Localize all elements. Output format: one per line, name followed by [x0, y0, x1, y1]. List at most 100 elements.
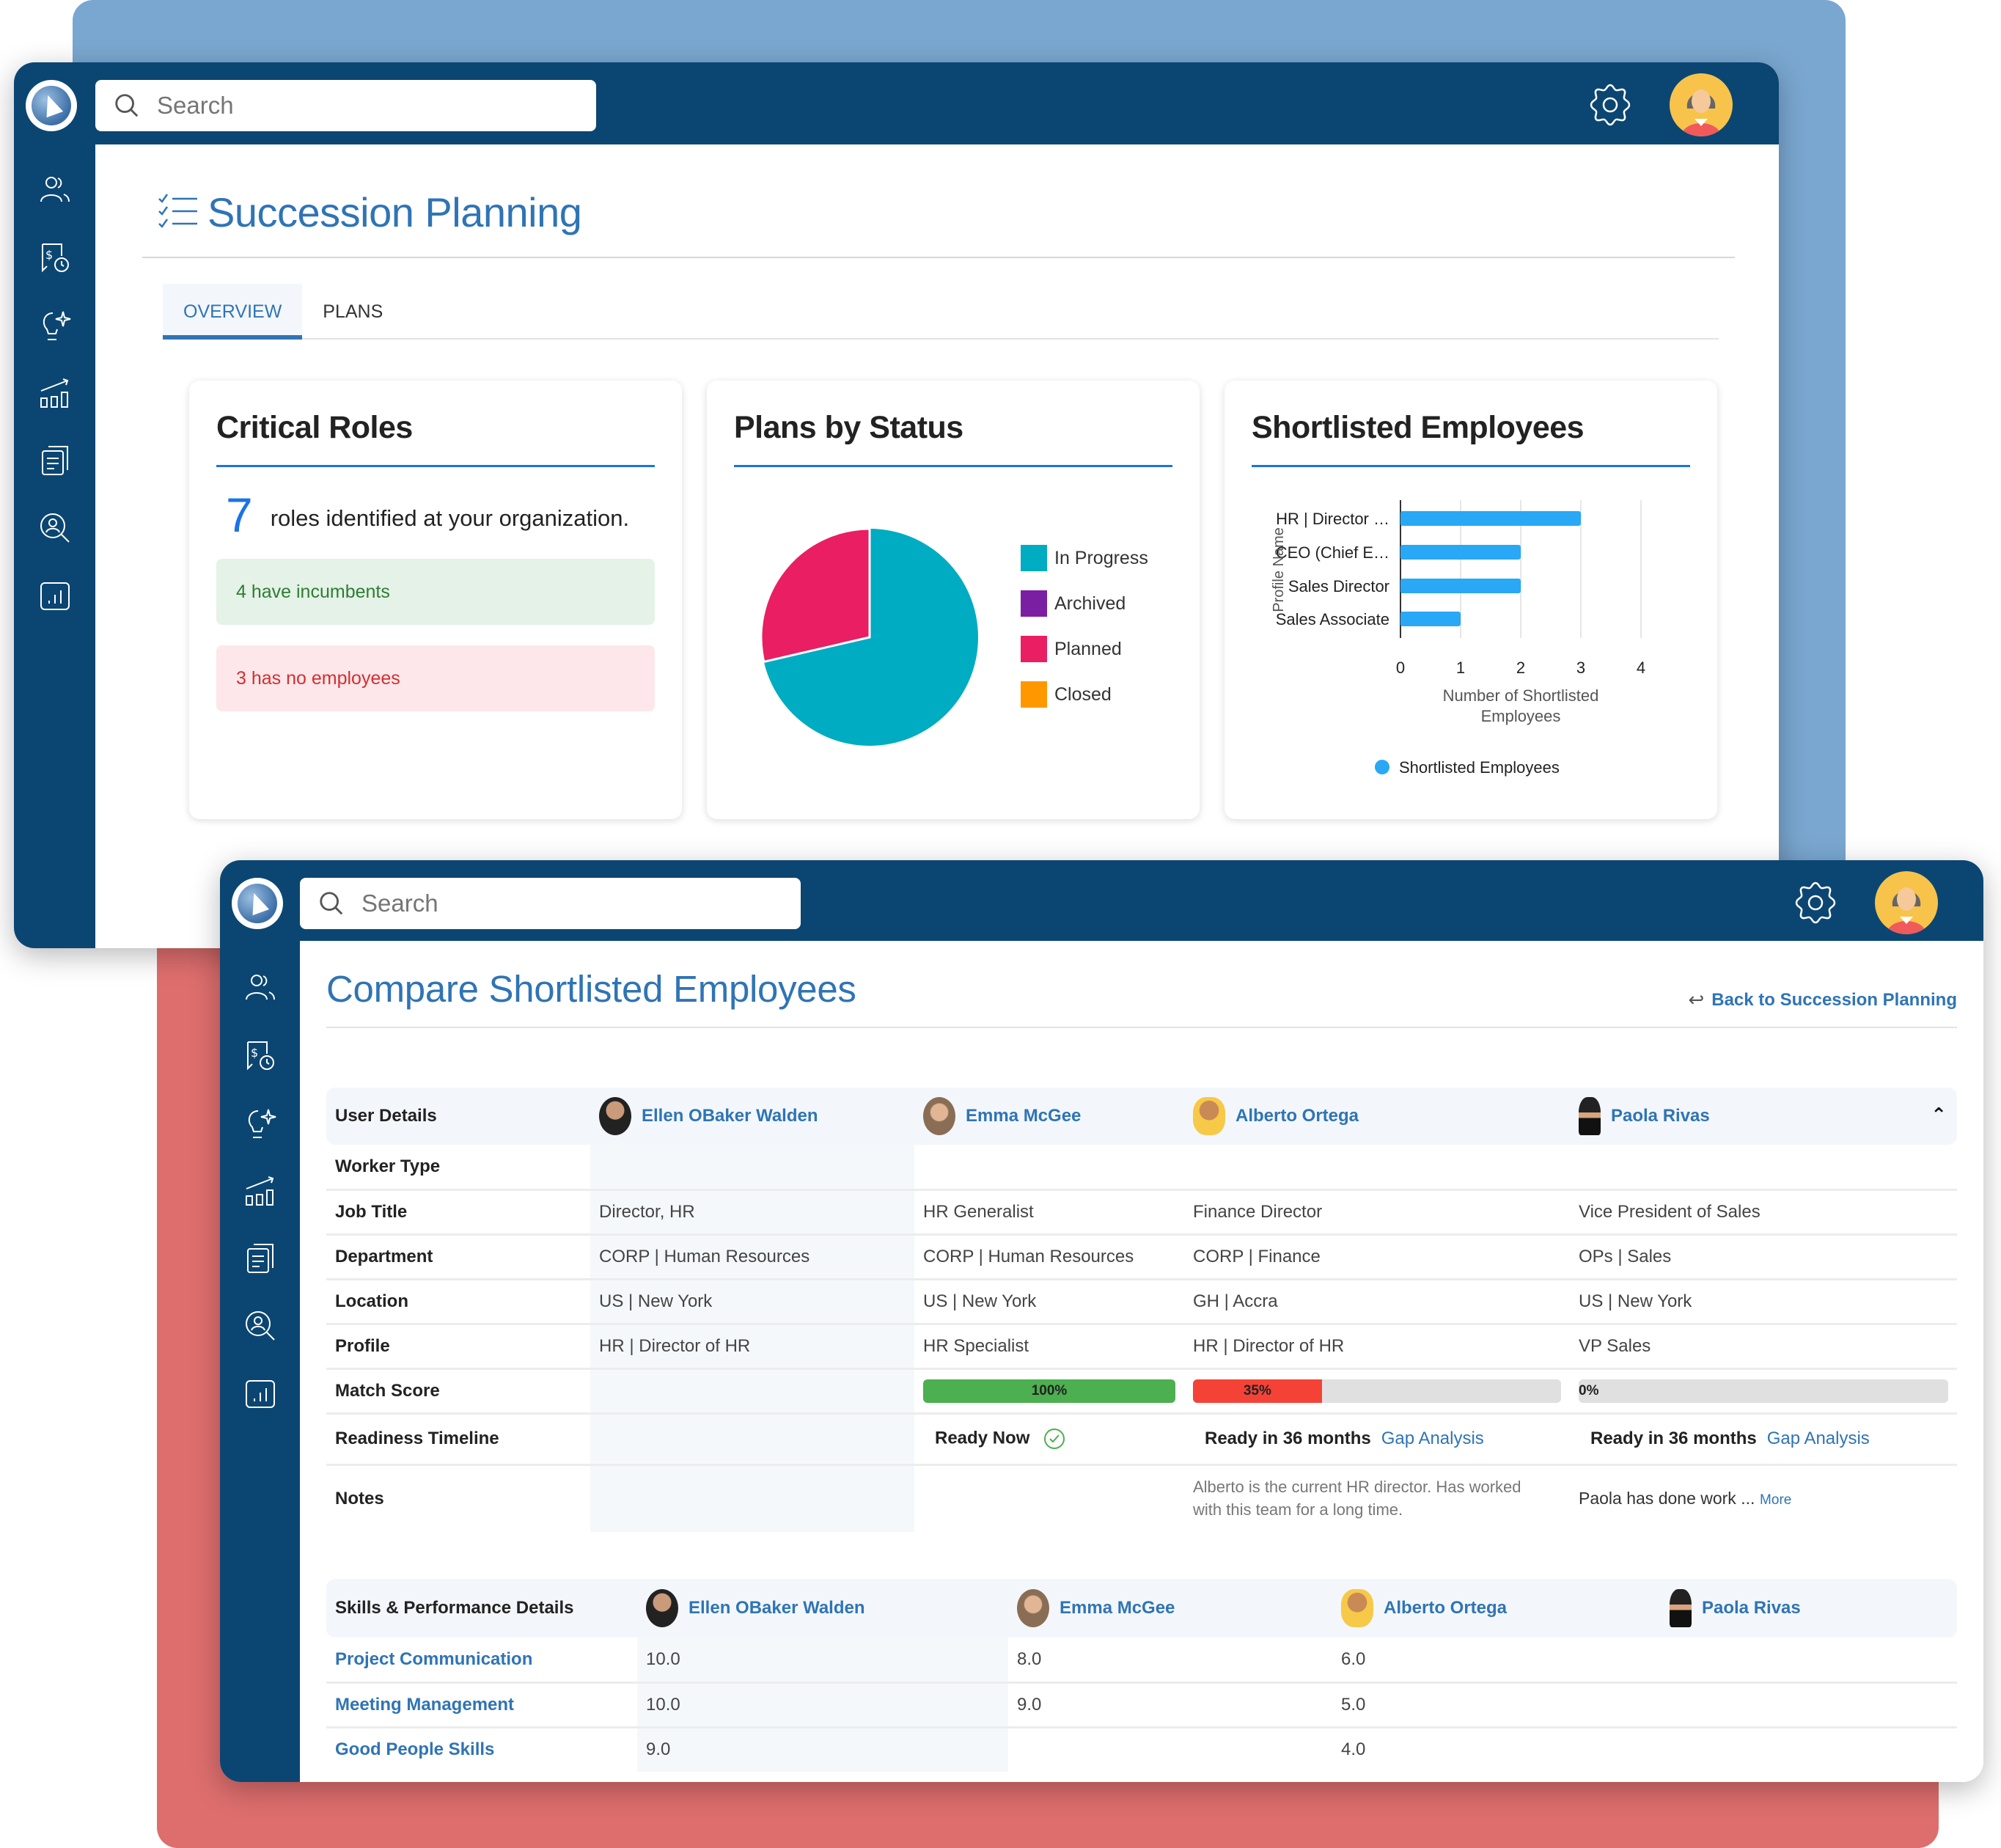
documents-icon[interactable] — [242, 1240, 279, 1277]
documents-icon[interactable] — [37, 442, 73, 479]
skill-link[interactable]: Good People Skills — [335, 1739, 495, 1760]
bar-ceo[interactable] — [1400, 545, 1521, 560]
people-icon[interactable] — [242, 970, 279, 1007]
cell: CORP | Finance — [1184, 1234, 1570, 1280]
check-circle-icon — [1044, 1429, 1065, 1449]
legend-closed[interactable]: Closed — [1021, 681, 1148, 708]
person-search-icon[interactable] — [242, 1308, 279, 1344]
compensation-icon[interactable]: $ — [37, 240, 73, 276]
person-ellen[interactable]: Ellen OBaker Walden — [599, 1097, 906, 1135]
person-name: Paola Rivas — [1702, 1598, 1801, 1618]
main-content: Succession Planning OVERVIEW PLANS Criti… — [95, 144, 1779, 948]
row-label: Profile — [326, 1324, 590, 1370]
person-emma[interactable]: Emma McGee — [923, 1097, 1175, 1135]
cell: CORP | Human Resources — [914, 1234, 1184, 1280]
logo-icon — [32, 86, 71, 125]
y-tick-labels: HR | Director … CEO (Chief E… Sales Dire… — [1276, 510, 1389, 628]
legend-label: Planned — [1054, 638, 1122, 659]
cell — [1570, 1145, 1957, 1189]
table-row: Location US | New York US | New York GH … — [326, 1279, 1957, 1325]
card-title-rule — [734, 465, 1172, 467]
skill-link[interactable]: Meeting Management — [335, 1694, 515, 1715]
bar-sales-director[interactable] — [1400, 579, 1521, 593]
card-title-rule — [216, 465, 655, 467]
search-box[interactable] — [300, 878, 801, 929]
collapse-chevron-up-icon[interactable]: ⌃ — [1931, 1104, 1947, 1126]
match-score-bar: 0% — [1579, 1379, 1948, 1403]
legend-archived[interactable]: Archived — [1021, 590, 1148, 617]
search-icon — [320, 892, 343, 915]
person-paola[interactable]: Paola Rivas — [1670, 1589, 1948, 1627]
person-ellen[interactable]: Ellen OBaker Walden — [646, 1589, 999, 1627]
lightbulb-sparkle-icon[interactable] — [242, 1105, 279, 1142]
incumbents-badge[interactable]: 4 have incumbents — [216, 559, 655, 625]
person-emma[interactable]: Emma McGee — [1017, 1589, 1323, 1627]
user-details-header: User Details Ellen OBaker Walden Emma Mc… — [326, 1088, 1957, 1145]
legend-swatch — [1021, 545, 1047, 571]
gap-analysis-link[interactable]: Gap Analysis — [1766, 1429, 1870, 1448]
search-box[interactable] — [95, 80, 596, 131]
section-label: User Details — [326, 1088, 590, 1145]
skill-link[interactable]: Project Communication — [335, 1649, 533, 1669]
match-score-fill — [1193, 1379, 1322, 1403]
skills-table: Skills & Performance Details Ellen OBake… — [326, 1579, 1957, 1772]
report-chart-icon[interactable] — [37, 577, 73, 614]
bar-hr-director[interactable] — [1400, 511, 1581, 526]
person-alberto[interactable]: Alberto Ortega — [1341, 1589, 1652, 1627]
compensation-icon[interactable]: $ — [242, 1038, 279, 1074]
cell: 4.0 — [1341, 1739, 1366, 1760]
skill-row: Meeting Management 10.0 9.0 5.0 — [326, 1682, 1957, 1728]
growth-chart-icon[interactable] — [37, 375, 73, 411]
user-avatar[interactable] — [1875, 871, 1938, 934]
legend-label: Closed — [1054, 683, 1112, 705]
tab-overview[interactable]: OVERVIEW — [163, 284, 303, 340]
person-paola[interactable]: Paola Rivas — [1579, 1097, 1948, 1135]
svg-text:Sales Associate: Sales Associate — [1276, 610, 1389, 628]
cell: CORP | Human Resources — [590, 1234, 914, 1280]
pie-slice-planned[interactable] — [760, 527, 871, 664]
svg-text:3: 3 — [1576, 659, 1585, 677]
svg-text:CEO (Chief E…: CEO (Chief E… — [1276, 543, 1389, 562]
table-row: Profile HR | Director of HR HR Specialis… — [326, 1324, 1957, 1370]
app-logo[interactable] — [232, 878, 283, 929]
back-to-succession-link[interactable]: ↩ Back to Succession Planning — [1688, 989, 1957, 1011]
legend-in-progress[interactable]: In Progress — [1021, 545, 1148, 571]
people-icon[interactable] — [37, 172, 73, 209]
search-input[interactable] — [157, 92, 568, 120]
avatar-woman-icon — [1887, 887, 1926, 934]
report-chart-icon[interactable] — [242, 1375, 279, 1412]
row-label: Department — [326, 1234, 590, 1280]
settings-gear-icon[interactable] — [1793, 880, 1838, 925]
bar-legend-label[interactable]: Shortlisted Employees — [1399, 758, 1560, 777]
search-icon — [115, 94, 139, 117]
no-employees-badge[interactable]: 3 has no employees — [216, 645, 655, 711]
cell: GH | Accra — [1184, 1279, 1570, 1325]
legend-planned[interactable]: Planned — [1021, 636, 1148, 662]
sidebar-nav: $ — [220, 970, 300, 1442]
checklist-icon — [158, 193, 197, 228]
card-title: Shortlisted Employees — [1252, 410, 1585, 445]
page-title: Compare Shortlisted Employees — [326, 968, 856, 1010]
search-input[interactable] — [361, 890, 772, 917]
tab-plans[interactable]: PLANS — [323, 301, 383, 322]
person-alberto[interactable]: Alberto Ortega — [1193, 1097, 1561, 1135]
avatar-photo — [1670, 1589, 1692, 1627]
bar-sales-associate[interactable] — [1400, 612, 1461, 626]
gap-analysis-link[interactable]: Gap Analysis — [1381, 1429, 1484, 1448]
title-divider — [326, 1027, 1957, 1028]
more-link[interactable]: More — [1760, 1492, 1792, 1508]
cell: 8.0 — [1008, 1638, 1332, 1684]
user-avatar[interactable] — [1670, 73, 1733, 136]
cell — [1661, 1727, 1957, 1772]
user-details-table: User Details Ellen OBaker Walden Emma Mc… — [326, 1088, 1957, 1532]
cell: HR | Director of HR — [590, 1324, 914, 1370]
growth-chart-icon[interactable] — [242, 1173, 279, 1209]
cell: Finance Director — [1184, 1189, 1570, 1236]
match-score-row: Match Score 100% 35% 0% — [326, 1368, 1957, 1415]
match-score-label: 0% — [1579, 1382, 1599, 1398]
settings-gear-icon[interactable] — [1587, 82, 1633, 128]
app-logo[interactable] — [26, 80, 77, 131]
notes-row: Notes Alberto is the current HR director… — [326, 1464, 1957, 1532]
person-search-icon[interactable] — [37, 510, 73, 546]
lightbulb-sparkle-icon[interactable] — [37, 307, 73, 344]
